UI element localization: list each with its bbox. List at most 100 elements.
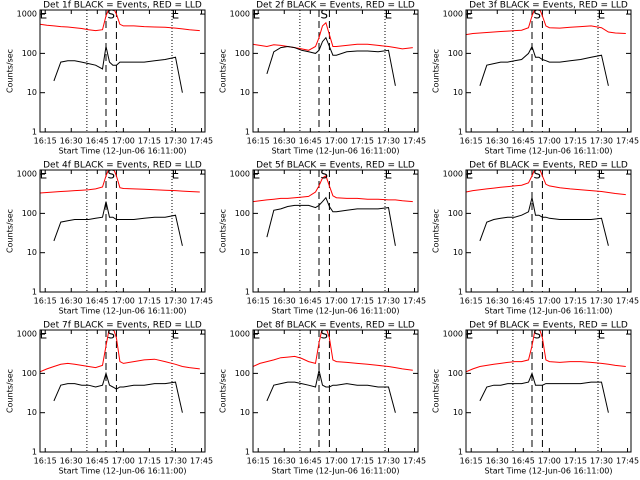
x-tick-label: 16:45: [299, 457, 322, 466]
chart-title: Det 3f BLACK = Events, RED = LLD: [469, 1, 628, 11]
x-tick-label: 17:30: [164, 297, 187, 306]
annotation: E: [40, 328, 48, 342]
annotation: E: [253, 168, 261, 182]
x-tick-label: 16:30: [486, 137, 509, 146]
y-tick-label: 1000: [17, 330, 37, 339]
x-tick-label: 16:45: [512, 297, 535, 306]
x-tick-label: 17:30: [377, 457, 400, 466]
x-tick-label: 17:30: [590, 137, 613, 146]
x-tick-label: 16:30: [60, 297, 83, 306]
x-tick-label: 17:45: [403, 297, 426, 306]
chart-title: Det 5f BLACK = Events, RED = LLD: [256, 161, 415, 171]
x-tick-label: 17:00: [538, 137, 561, 146]
y-axis-label: Counts/sec: [6, 49, 15, 93]
series-line: [40, 170, 200, 194]
panel: Det 1f BLACK = Events, RED = LLD Start Ti…: [6, 1, 214, 156]
y-tick-label: 1: [458, 288, 463, 297]
series-line: [253, 330, 413, 371]
y-axis-label: Counts/sec: [432, 369, 441, 413]
x-tick-label: 17:00: [325, 297, 348, 306]
annotation: S: [107, 8, 115, 22]
annotation: S: [320, 168, 328, 182]
annotation: E: [385, 328, 393, 342]
y-axis-label: Counts/sec: [6, 369, 15, 413]
y-tick-label: 1: [32, 288, 37, 297]
x-tick-label: 17:45: [190, 297, 213, 306]
annotation: E: [385, 168, 393, 182]
y-tick-label: 10: [453, 408, 463, 417]
x-tick-label: 17:30: [590, 297, 613, 306]
y-tick-label: 1000: [17, 10, 37, 19]
y-tick-label: 100: [235, 209, 250, 218]
y-tick-label: 10: [240, 88, 250, 97]
y-tick-label: 1000: [230, 170, 250, 179]
y-axis-label: Counts/sec: [432, 49, 441, 93]
y-tick-label: 1: [458, 448, 463, 457]
y-tick-label: 10: [240, 408, 250, 417]
x-tick-label: 17:15: [138, 297, 161, 306]
x-tick-label: 16:30: [273, 457, 296, 466]
x-tick-label: 16:45: [86, 137, 109, 146]
plot-frame: [252, 9, 419, 133]
x-tick-label: 17:15: [351, 457, 374, 466]
x-tick-label: 17:30: [164, 457, 187, 466]
series-line: [479, 45, 609, 86]
y-tick-label: 10: [27, 248, 37, 257]
panel: Det 9f BLACK = Events, RED = LLD Start Ti…: [432, 321, 640, 476]
x-tick-label: 17:15: [564, 137, 587, 146]
x-tick-label: 16:15: [247, 297, 270, 306]
panel: Det 6f BLACK = Events, RED = LLD Start Ti…: [432, 161, 640, 316]
y-tick-label: 1: [32, 448, 37, 457]
x-tick-label: 17:00: [538, 457, 561, 466]
y-tick-label: 10: [27, 88, 37, 97]
y-tick-label: 1: [245, 448, 250, 457]
x-tick-label: 16:45: [299, 297, 322, 306]
y-tick-label: 10: [240, 248, 250, 257]
y-tick-label: 10: [453, 88, 463, 97]
series-line: [53, 371, 183, 413]
plot-frame: [465, 169, 632, 293]
series-line: [40, 330, 200, 373]
x-tick-label: 16:45: [299, 137, 322, 146]
annotation: S: [533, 168, 541, 182]
x-tick-label: 17:00: [112, 297, 135, 306]
x-tick-label: 16:15: [34, 137, 57, 146]
series-line: [466, 10, 626, 36]
x-tick-label: 16:30: [60, 457, 83, 466]
x-tick-label: 17:45: [190, 137, 213, 146]
x-tick-label: 16:45: [512, 457, 535, 466]
chart-title: Det 8f BLACK = Events, RED = LLD: [256, 321, 415, 331]
x-tick-label: 16:15: [34, 297, 57, 306]
panel: Det 4f BLACK = Events, RED = LLD Start Ti…: [6, 161, 214, 316]
y-axis-label: Counts/sec: [219, 49, 228, 93]
y-axis-label: Counts/sec: [219, 369, 228, 413]
x-axis-label: Start Time (12-Jun-06 16:11:00): [485, 467, 613, 476]
panel: Det 5f BLACK = Events, RED = LLD Start Ti…: [219, 161, 427, 316]
y-tick-label: 100: [22, 49, 37, 58]
annotation: E: [253, 328, 261, 342]
x-tick-label: 16:30: [273, 297, 296, 306]
annotation: E: [598, 168, 606, 182]
series-line: [466, 330, 626, 373]
x-tick-label: 16:15: [460, 297, 483, 306]
annotation: S: [320, 328, 328, 342]
y-tick-label: 1: [458, 128, 463, 137]
y-tick-label: 100: [22, 209, 37, 218]
plot-frame: [465, 9, 632, 133]
series-line: [479, 371, 609, 413]
plot-frame: [252, 329, 419, 453]
x-tick-label: 17:00: [325, 457, 348, 466]
chart-title: Det 1f BLACK = Events, RED = LLD: [43, 1, 202, 11]
series-line: [266, 370, 396, 413]
x-tick-label: 16:30: [486, 297, 509, 306]
x-axis-label: Start Time (12-Jun-06 16:11:00): [485, 147, 613, 156]
x-tick-label: 17:15: [138, 457, 161, 466]
x-axis-label: Start Time (12-Jun-06 16:11:00): [59, 147, 187, 156]
annotation: S: [533, 8, 541, 22]
x-tick-label: 16:15: [247, 457, 270, 466]
x-tick-label: 16:15: [460, 457, 483, 466]
x-tick-label: 17:45: [616, 457, 639, 466]
y-tick-label: 100: [448, 209, 463, 218]
chart-title: Det 9f BLACK = Events, RED = LLD: [469, 321, 628, 331]
